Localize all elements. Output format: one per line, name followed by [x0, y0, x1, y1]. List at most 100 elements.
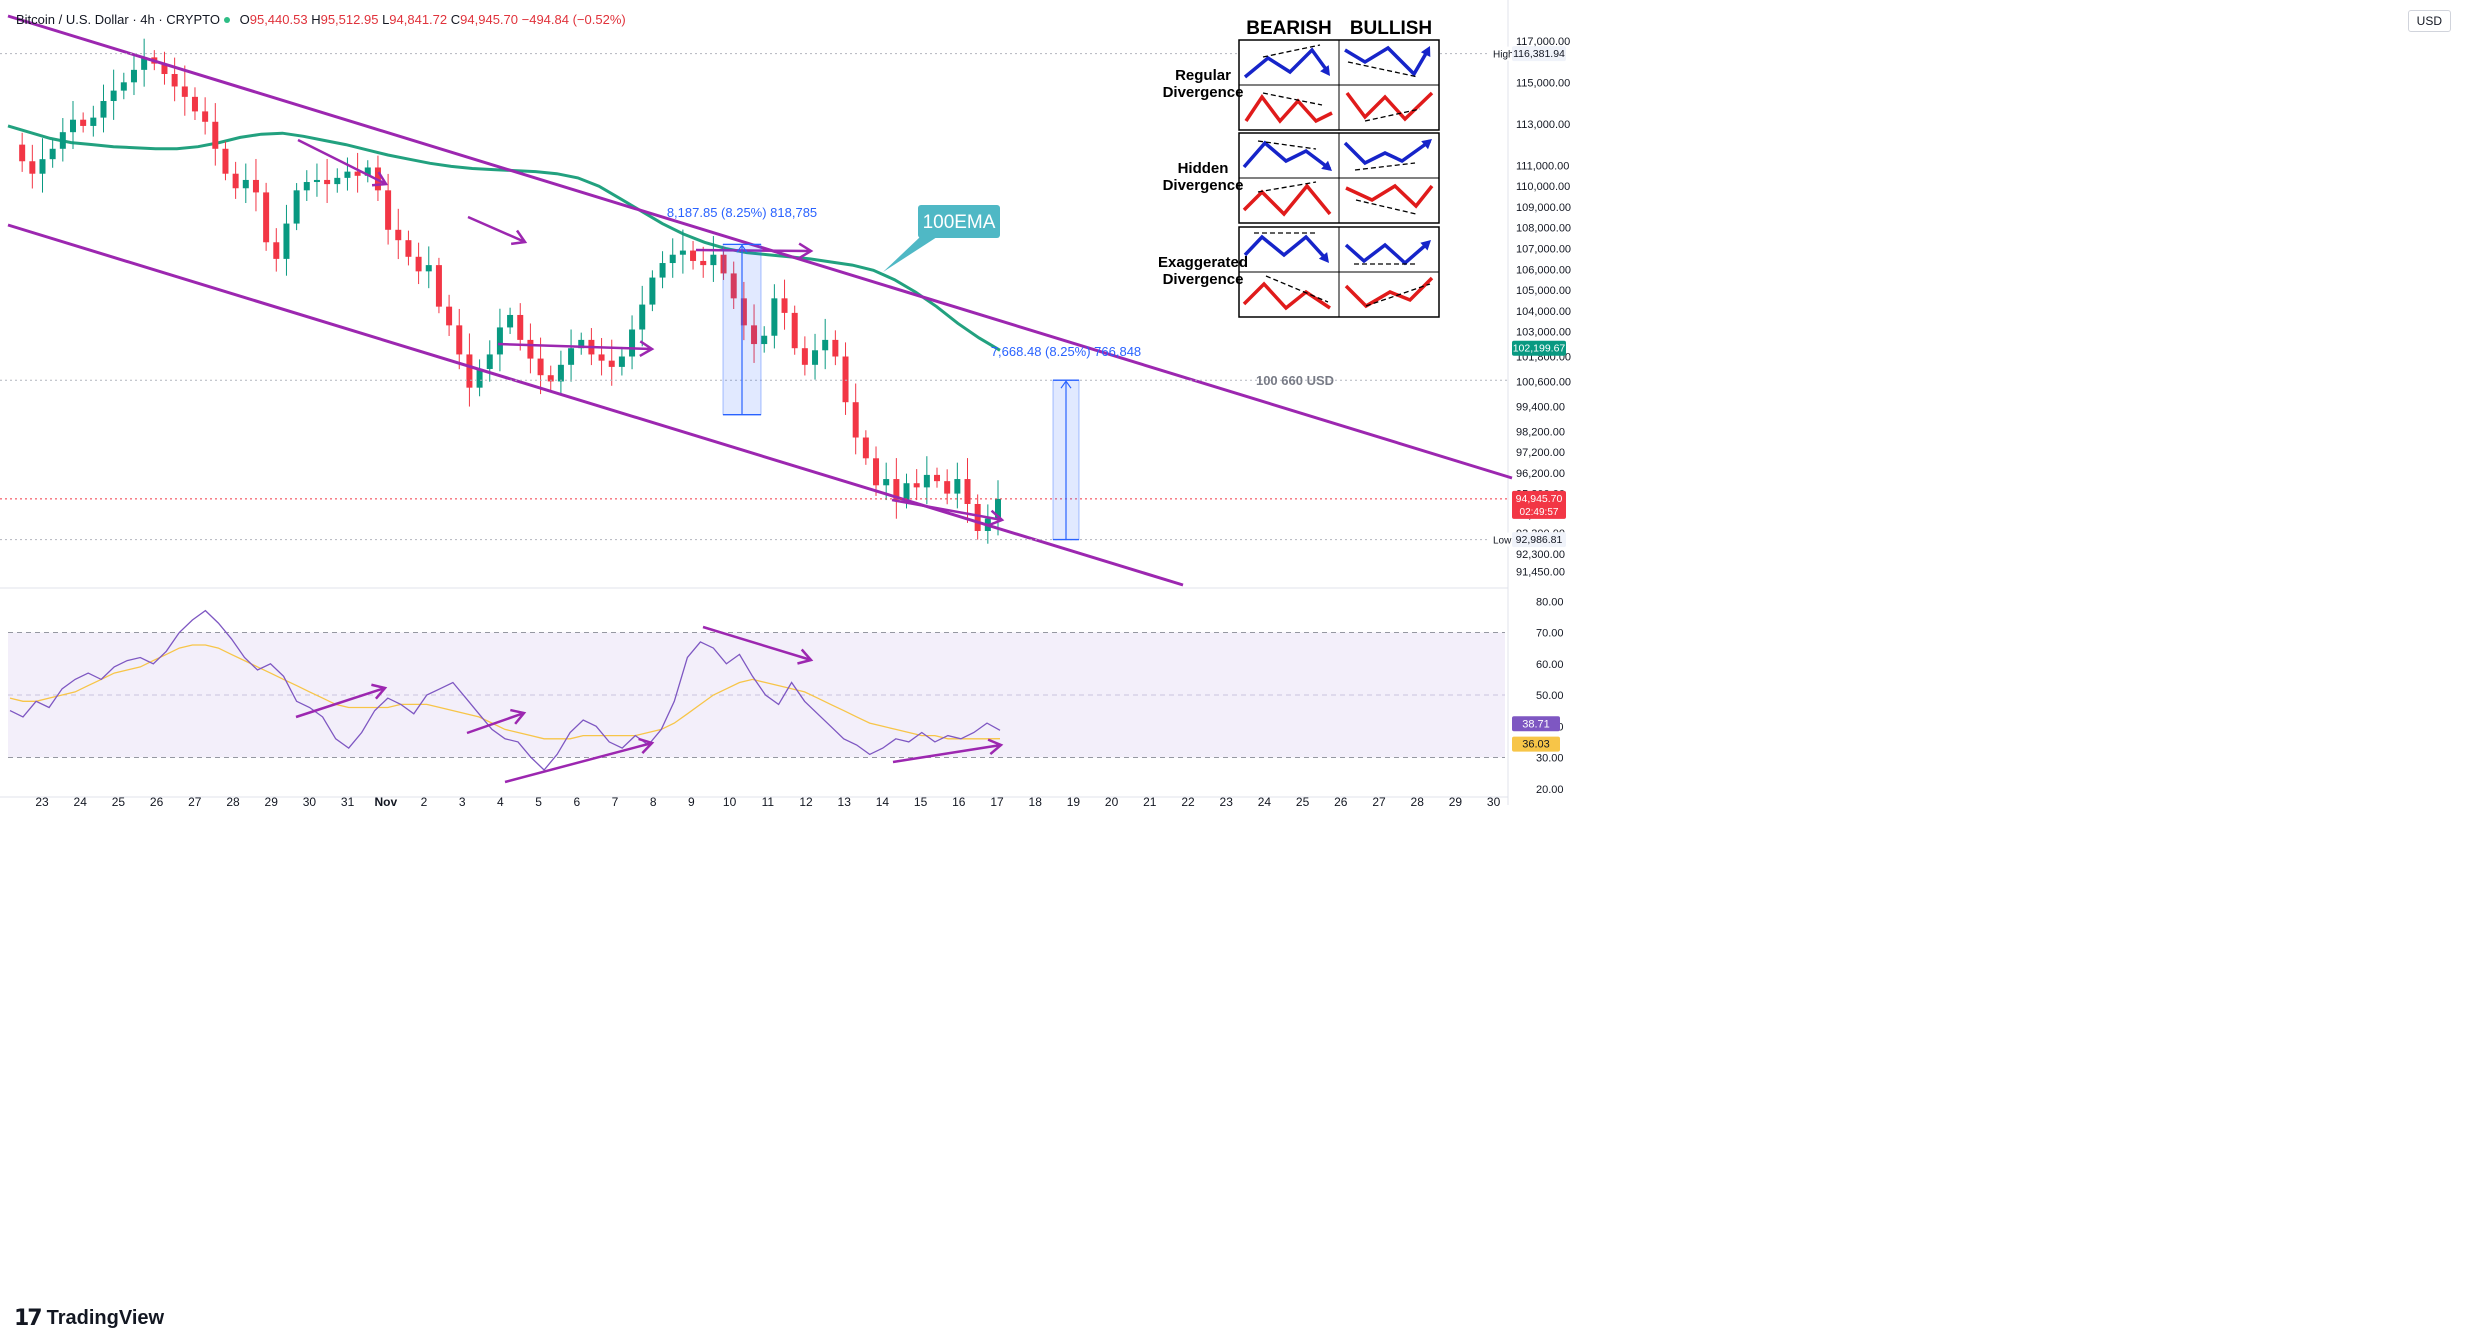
x-tick-label: 18 [1029, 795, 1043, 809]
rsi-tick-label: 80.00 [1536, 596, 1564, 608]
candle-body [486, 354, 493, 369]
candle-body [385, 190, 392, 230]
price-tick-label: 96,200.00 [1516, 468, 1565, 480]
x-tick-label: 4 [497, 795, 504, 809]
legend-arrow-head [1318, 252, 1329, 263]
candle-body [751, 325, 758, 345]
candle-body [852, 402, 859, 438]
badge-tag: High [1493, 50, 1514, 61]
open-label: O [239, 12, 250, 27]
x-tick-label: 21 [1143, 795, 1157, 809]
price-divergence-arrow [467, 215, 526, 244]
rsi-divergence-arrow-head [987, 738, 1004, 756]
tradingview-logo[interactable]: 𝟭𝟳 TradingView [14, 1305, 164, 1331]
measure-arrow-head [736, 244, 748, 253]
x-tick-label: 8 [650, 795, 657, 809]
currency-button[interactable]: USD [2407, 10, 2451, 32]
candle-body [720, 254, 727, 274]
candle-body [232, 173, 239, 189]
candle-body [527, 339, 534, 359]
ema-callout-box [918, 205, 1000, 238]
legend-row-label: Divergence [1163, 84, 1244, 101]
legend-arrow-head [1320, 65, 1330, 76]
rsi-divergence-arrow [504, 741, 653, 784]
low-label: L [382, 12, 390, 27]
x-tick-label: 31 [341, 795, 355, 809]
candle-body [161, 63, 168, 75]
candle-body [324, 179, 331, 185]
legend-rsi-line [1242, 183, 1332, 217]
x-tick-label: 24 [1258, 795, 1272, 809]
candle-body [995, 498, 1001, 519]
price-badge [1512, 490, 1566, 519]
rsi-value-badge [1512, 716, 1560, 732]
x-tick-label: 17 [990, 795, 1004, 809]
rsi-divergence-arrow [466, 711, 525, 735]
x-tick-label: 29 [1449, 795, 1463, 809]
candle-body [222, 148, 229, 174]
price-tick-label: 113,000.00 [1516, 119, 1570, 131]
x-tick-label: 30 [303, 795, 317, 809]
candle-body [507, 314, 514, 328]
x-tick-label: 24 [74, 795, 88, 809]
candle-body [496, 327, 503, 355]
candle-body [110, 90, 117, 102]
x-tick-label: 27 [1372, 795, 1386, 809]
grid [0, 0, 1509, 805]
candle-body [242, 179, 249, 189]
price-tick-label: 104,000.00 [1516, 306, 1571, 318]
symbol-title[interactable]: Bitcoin / U.S. Dollar · 4h · CRYPTO [16, 12, 220, 27]
price-badge [1512, 532, 1566, 548]
rsi-divergence-arrow [295, 686, 386, 719]
candle-body [791, 312, 798, 349]
market-status-dot [223, 17, 230, 23]
candle-body [313, 179, 320, 183]
price-tick-label: 100,600.00 [1516, 376, 1571, 388]
candle-body [395, 229, 402, 241]
x-tick-label: 22 [1181, 795, 1195, 809]
candle-body [90, 117, 97, 126]
candle-body [415, 256, 422, 272]
candle-body [537, 358, 544, 376]
candle-body [273, 242, 280, 259]
price-tick-label: 107,000.00 [1516, 243, 1571, 255]
candle-body [466, 354, 473, 388]
candle-body [59, 132, 66, 149]
legend-price-line [1242, 140, 1332, 171]
measure-label: 8,187.85 (8.25%) 818,785 [667, 205, 817, 220]
candle-body [903, 483, 910, 500]
measure-label: 7,668.48 (8.25%) 766,848 [991, 344, 1141, 359]
x-tick-label: 23 [1220, 795, 1234, 809]
candle-body [517, 314, 524, 340]
price-tick-label: 98,200.00 [1516, 426, 1565, 438]
candles [19, 38, 1001, 544]
legend-rsi-line [1344, 276, 1434, 309]
candle-body [639, 304, 646, 330]
legend-dash-line [1262, 44, 1321, 58]
price-badge [1512, 46, 1566, 62]
tradingview-mark-icon: 𝟭𝟳 [14, 1305, 43, 1330]
legend-arrow-head [1421, 139, 1432, 150]
candle-body [893, 479, 900, 500]
candle-body [690, 250, 697, 261]
price-divergence-arrow-head [798, 242, 814, 260]
x-tick-label: 23 [35, 795, 49, 809]
legend-dash-line [1354, 162, 1416, 171]
candle-body [669, 254, 676, 264]
x-tick-label: 15 [914, 795, 928, 809]
candle-body [547, 375, 554, 382]
legend-row-label: Exaggerated [1158, 254, 1248, 271]
candle-body [212, 121, 219, 149]
price-divergence-arrow [497, 342, 653, 351]
high-label: H [311, 12, 321, 27]
legend-header-bearish: BEARISH [1246, 18, 1332, 39]
x-tick-label: 30 [1487, 795, 1501, 809]
legend-rsi-line [1242, 281, 1331, 311]
candle-body [934, 474, 941, 482]
price-tick-label: 115,000.00 [1516, 77, 1570, 89]
price-tick-label: 99,400.00 [1516, 401, 1565, 413]
legend-dash-line [1364, 108, 1421, 122]
rsi-tick-label: 70.00 [1536, 628, 1564, 640]
candle-body [202, 111, 209, 122]
